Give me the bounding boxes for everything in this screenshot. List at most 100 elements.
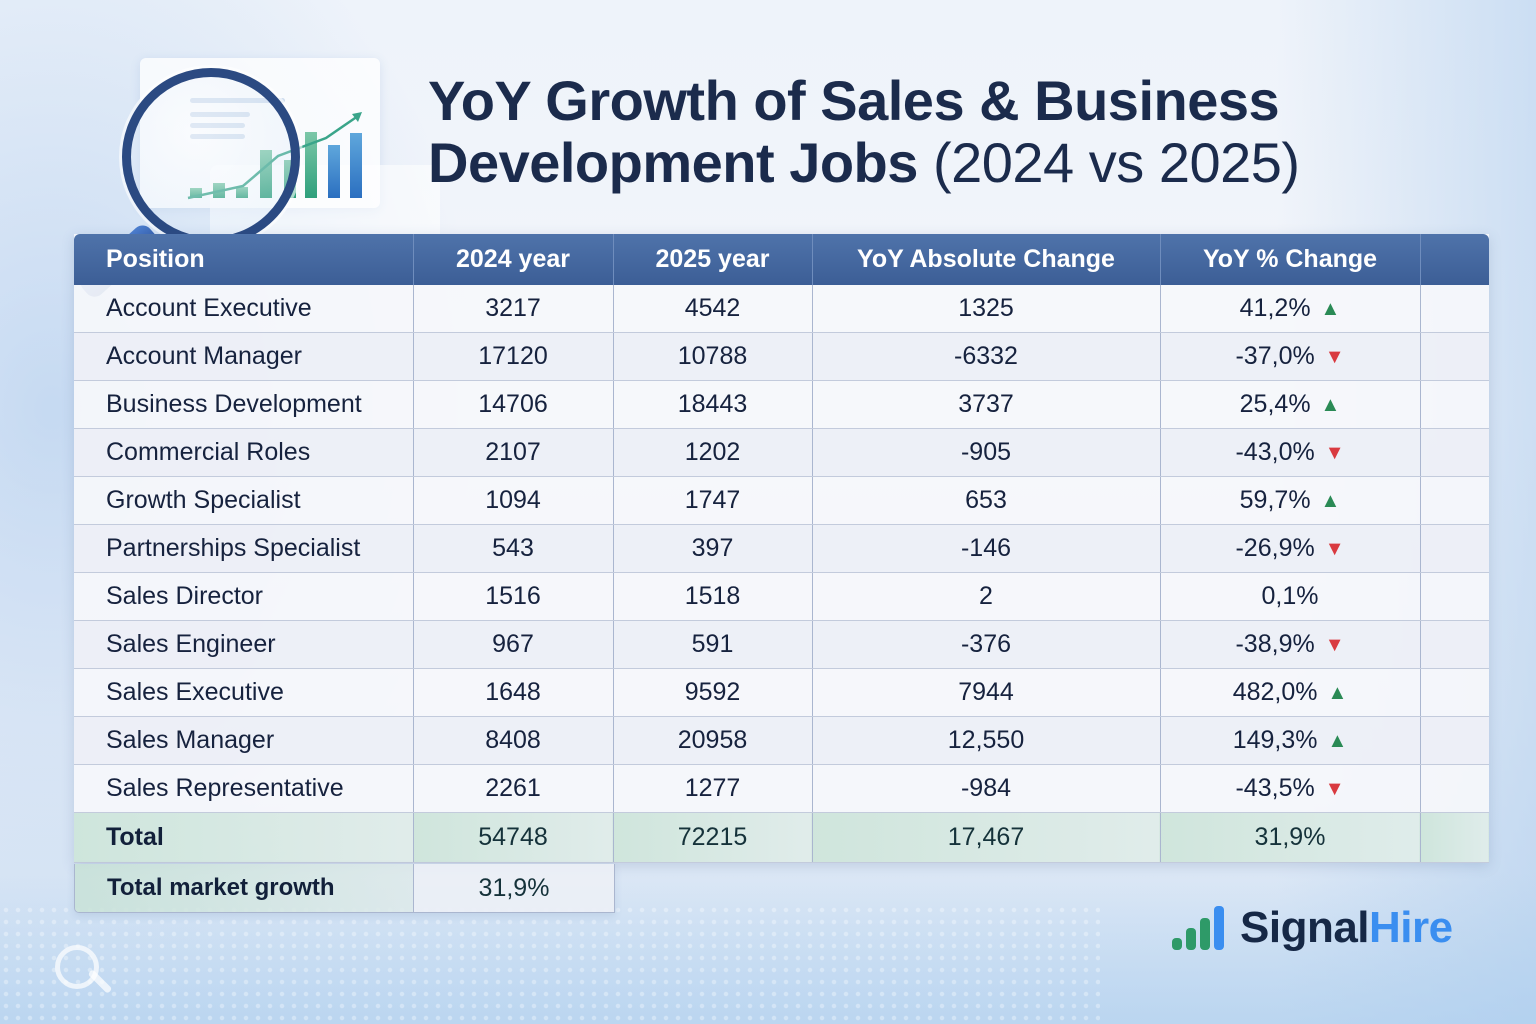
cell-pct-change: 25,4% ▲	[1160, 380, 1421, 429]
cell-2025: 10788	[613, 332, 813, 381]
cell-position-text: Partnerships Specialist	[106, 534, 361, 562]
total-market-growth-value: 31,9%	[414, 864, 614, 912]
cell-position-text: Account Executive	[106, 294, 312, 322]
cell-2024-text: 1648	[485, 678, 541, 706]
cell-abs-change: 1325	[812, 285, 1161, 333]
cell-empty	[1420, 524, 1489, 573]
cell-2024: 543	[413, 524, 614, 573]
cell-pct-change-text: -43,5%	[1235, 774, 1315, 802]
column-header-position: Position	[74, 234, 414, 285]
cell-2024: 17120	[413, 332, 614, 381]
data-table-container: Position 2024 year 2025 year YoY Absolut…	[74, 234, 1489, 863]
cell-2025-text: 1518	[684, 582, 741, 610]
cell-2025: 1277	[613, 764, 813, 813]
cell-abs-change-text: -376	[960, 630, 1012, 658]
cell-pct-change-text: -38,9%	[1235, 630, 1315, 658]
total-label: Total	[74, 812, 414, 863]
cell-2024: 14706	[413, 380, 614, 429]
title-bold: YoY Growth of Sales & Business Developme…	[428, 69, 1280, 194]
cell-2024-text: 543	[492, 534, 534, 562]
decorative-search-icon	[55, 945, 99, 989]
cell-abs-change-text: -984	[960, 774, 1012, 802]
cell-2025-text: 9592	[684, 678, 741, 706]
page-title: YoY Growth of Sales & Business Developme…	[428, 70, 1428, 194]
cell-position-text: Commercial Roles	[106, 438, 311, 466]
cell-pct-change-text: 41,2%	[1239, 294, 1311, 322]
cell-2024: 1648	[413, 668, 614, 717]
table-row: Account Manager 17120 10788 -6332 -37,0% ▼	[74, 332, 1489, 381]
cell-2024-text: 2107	[485, 438, 541, 466]
cell-2024: 2261	[413, 764, 614, 813]
cell-pct-change: -43,5% ▼	[1160, 764, 1421, 813]
table-row: Account Executive 3217 4542 1325 41,2% ▲	[74, 285, 1489, 333]
total-pct-change: 31,9%	[1160, 812, 1421, 863]
cell-abs-change-text: 653	[965, 486, 1007, 514]
cell-pct-change-text: 25,4%	[1239, 390, 1311, 418]
cell-2025: 591	[613, 620, 813, 669]
table-header-row: Position 2024 year 2025 year YoY Absolut…	[74, 234, 1489, 285]
cell-2025: 1747	[613, 476, 813, 525]
total-2024-text: 54748	[478, 823, 548, 851]
cell-pct-change: 41,2% ▲	[1160, 285, 1421, 333]
cell-abs-change: 7944	[812, 668, 1161, 717]
total-abs-change-text: 17,467	[947, 823, 1025, 851]
total-abs-change: 17,467	[812, 812, 1161, 863]
cell-abs-change-text: 1325	[958, 294, 1014, 322]
total-market-growth-row: Total market growth 31,9%	[74, 864, 615, 913]
table-row: Sales Manager 8408 20958 12,550 149,3% ▲	[74, 716, 1489, 765]
cell-pct-change-text: 59,7%	[1239, 486, 1311, 514]
data-table: Position 2024 year 2025 year YoY Absolut…	[74, 234, 1489, 863]
column-header-2025: 2025 year	[613, 234, 813, 285]
cell-abs-change: 2	[812, 572, 1161, 621]
cell-2024: 2107	[413, 428, 614, 477]
cell-2025-text: 591	[691, 630, 734, 658]
cell-abs-change: 12,550	[812, 716, 1161, 765]
arrow-down-icon: ▼	[1324, 777, 1345, 800]
cell-pct-change: 149,3% ▲	[1160, 716, 1421, 765]
cell-2024-text: 8408	[485, 726, 541, 754]
cell-abs-change-text: -146	[960, 534, 1012, 562]
cell-position: Account Executive	[74, 285, 414, 333]
cell-empty	[1420, 380, 1489, 429]
cell-empty	[1420, 572, 1489, 621]
cell-2025-text: 20958	[677, 726, 748, 754]
arrow-down-icon: ▼	[1324, 441, 1345, 464]
column-header-2024: 2024 year	[413, 234, 614, 285]
cell-position: Sales Representative	[74, 764, 414, 813]
magnifying-glass-icon	[122, 68, 300, 246]
signal-bar	[1186, 928, 1196, 950]
cell-2025-text: 18443	[677, 390, 748, 418]
total-row: Total 54748 72215 17,467 31,9%	[74, 812, 1489, 863]
cell-pct-change: -43,0% ▼	[1160, 428, 1421, 477]
table-row: Sales Executive 1648 9592 7944 482,0% ▲	[74, 668, 1489, 717]
cell-empty	[1420, 764, 1489, 813]
cell-2025-text: 10788	[677, 342, 748, 370]
table-row: Growth Specialist 1094 1747 653 59,7% ▲	[74, 476, 1489, 525]
cell-2025: 4542	[613, 285, 813, 333]
cell-pct-change-text: 0,1%	[1261, 582, 1319, 610]
signal-bar	[1172, 938, 1182, 950]
cell-position: Sales Executive	[74, 668, 414, 717]
cell-2025: 1202	[613, 428, 813, 477]
table-row: Business Development 14706 18443 3737 25,4% ▲	[74, 380, 1489, 429]
cell-abs-change: -984	[812, 764, 1161, 813]
arrow-up-icon: ▲	[1320, 393, 1341, 416]
cell-2024-text: 17120	[478, 342, 548, 370]
cell-2025-text: 1202	[684, 438, 741, 466]
cell-abs-change-text: 7944	[958, 678, 1014, 706]
cell-position-text: Account Manager	[106, 342, 302, 370]
cell-position: Partnerships Specialist	[74, 524, 414, 573]
cell-2025-text: 397	[691, 534, 734, 562]
cell-position-text: Growth Specialist	[106, 486, 301, 514]
cell-position-text: Sales Executive	[106, 678, 284, 706]
cell-position: Sales Engineer	[74, 620, 414, 669]
cell-pct-change: -38,9% ▼	[1160, 620, 1421, 669]
cell-empty	[1420, 332, 1489, 381]
cell-2025: 9592	[613, 668, 813, 717]
cell-position-text: Business Development	[106, 390, 362, 418]
cell-pct-change-text: 149,3%	[1232, 726, 1318, 754]
cell-2025: 397	[613, 524, 813, 573]
cell-abs-change-text: 2	[979, 582, 993, 610]
cell-2024-text: 2261	[485, 774, 541, 802]
arrow-up-icon: ▲	[1327, 729, 1348, 752]
